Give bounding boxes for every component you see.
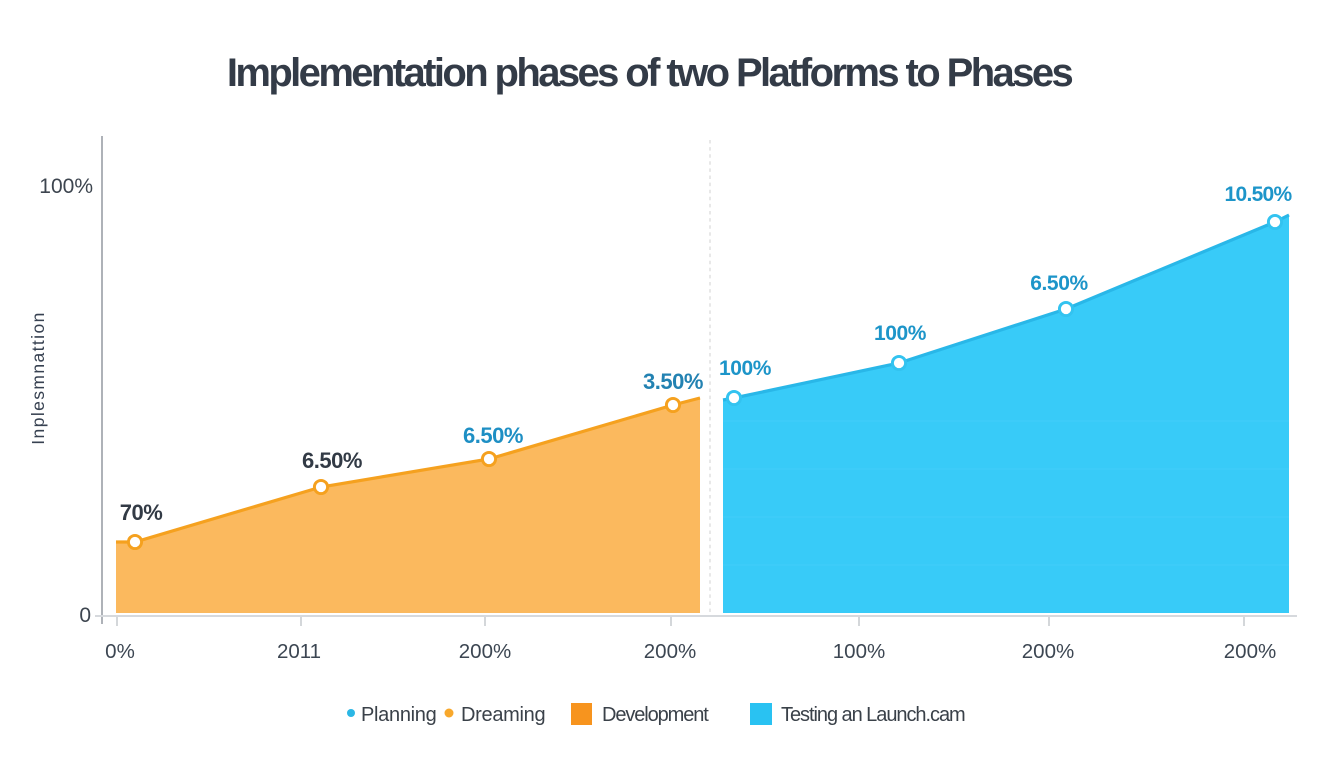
svg-text:200%: 200% [1224, 640, 1276, 663]
svg-text:0%: 0% [105, 640, 135, 663]
svg-text:6.50%: 6.50% [302, 448, 362, 473]
svg-text:100%: 100% [719, 357, 772, 380]
svg-text:Dreaming: Dreaming [461, 704, 545, 726]
svg-text:Inplesmnattion: Inplesmnattion [28, 311, 48, 444]
svg-text:200%: 200% [644, 640, 696, 663]
svg-text:70%: 70% [120, 500, 163, 525]
svg-text:3.50%: 3.50% [643, 369, 703, 394]
svg-text:2011: 2011 [277, 640, 321, 663]
svg-text:100%: 100% [833, 640, 885, 663]
svg-text:200%: 200% [459, 640, 511, 663]
svg-text:10.50%: 10.50% [1224, 183, 1292, 206]
svg-text:Testing an Launch.cam: Testing an Launch.cam [781, 704, 965, 726]
svg-text:Planning: Planning [361, 704, 436, 726]
svg-text:6.50%: 6.50% [463, 423, 523, 448]
svg-text:100%: 100% [39, 175, 93, 198]
svg-text:0: 0 [79, 604, 91, 627]
svg-text:Development: Development [602, 704, 709, 726]
svg-text:100%: 100% [874, 322, 927, 345]
svg-text:200%: 200% [1022, 640, 1074, 663]
svg-text:Implementation phases of two P: Implementation phases of two Platforms t… [227, 51, 1073, 95]
svg-text:6.50%: 6.50% [1030, 272, 1088, 295]
